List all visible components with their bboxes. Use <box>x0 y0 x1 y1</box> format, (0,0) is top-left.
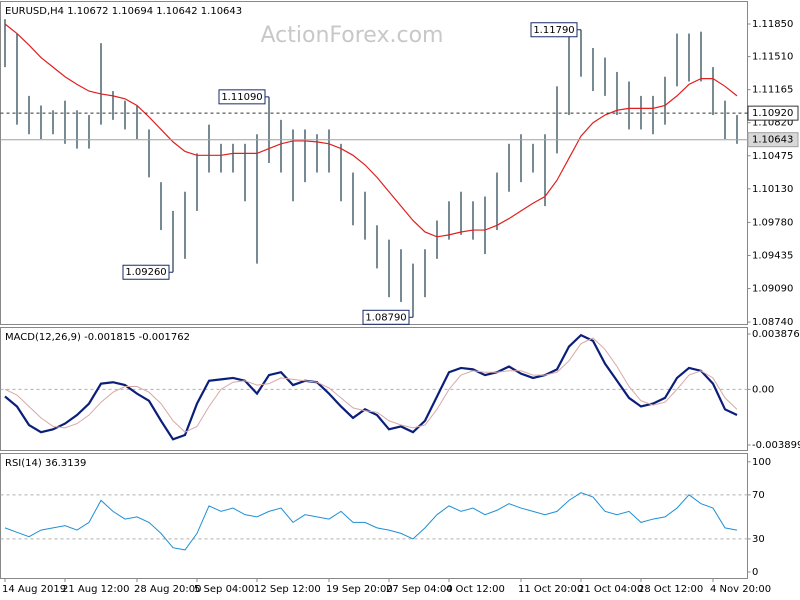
y-tick-label: -0.003899 <box>752 440 800 451</box>
price-label: 1.10920 <box>752 108 793 119</box>
x-tick-label: 5 Sep 04:00 <box>194 584 254 595</box>
y-tick-label: 1.11510 <box>752 52 793 63</box>
y-tick-label: 30 <box>752 534 765 545</box>
x-tick-label: 28 Oct 12:00 <box>638 584 703 595</box>
panel-title: MACD(12,26,9) -0.001815 -0.001762 <box>5 332 190 343</box>
watermark: ActionForex.com <box>261 23 444 48</box>
y-tick-label: 1.11165 <box>752 85 793 96</box>
x-tick-label: 11 Oct 20:00 <box>518 584 583 595</box>
moving-average <box>4 23 738 238</box>
y-tick-label: 1.09090 <box>752 284 793 295</box>
x-tick-label: 21 Oct 04:00 <box>578 584 643 595</box>
annotation-label: 1.08790 <box>365 312 406 323</box>
y-tick-label: 1.10475 <box>752 151 793 162</box>
y-tick-label: 1.10820 <box>752 118 793 129</box>
annotation-label: 1.09260 <box>125 267 166 278</box>
price-label-box <box>747 132 799 148</box>
y-tick-label: 1.11850 <box>752 19 793 30</box>
panel-title: EURUSD,H4 1.10672 1.10694 1.10642 1.1064… <box>5 6 242 17</box>
y-tick-label: 70 <box>752 490 765 501</box>
y-tick-label: 1.10130 <box>752 184 793 195</box>
x-tick-label: 4 Oct 12:00 <box>446 584 505 595</box>
x-tick-label: 21 Aug 12:00 <box>62 584 129 595</box>
x-tick-label: 14 Aug 2019 <box>2 584 66 595</box>
annotation-label: 1.11090 <box>221 92 262 103</box>
y-tick-label: 100 <box>752 457 771 468</box>
x-tick-label: 19 Sep 20:00 <box>326 584 393 595</box>
annotation-box <box>122 264 170 280</box>
x-tick-label: 27 Sep 04:00 <box>386 584 453 595</box>
price-label-box <box>747 105 799 121</box>
indicator-line <box>4 337 738 433</box>
x-tick-label: 12 Sep 12:00 <box>254 584 321 595</box>
y-tick-label: 0 <box>752 567 758 578</box>
indicator-line <box>4 492 738 551</box>
annotation-box <box>218 89 266 105</box>
annotation-box <box>530 22 578 38</box>
annotation-label: 1.11790 <box>533 25 574 36</box>
panel-frame <box>0 453 748 579</box>
x-tick-label: 4 Nov 20:00 <box>710 584 771 595</box>
annotation-box <box>362 309 410 325</box>
panel-title: RSI(14) 36.3139 <box>5 458 86 469</box>
y-tick-label: 1.09780 <box>752 217 793 228</box>
y-tick-label: 0.003876 <box>752 329 800 340</box>
y-tick-label: 1.09435 <box>752 250 793 261</box>
price-label: 1.10643 <box>752 135 793 146</box>
y-tick-label: 1.08740 <box>752 317 793 328</box>
y-tick-label: 0.00 <box>752 384 774 395</box>
x-tick-label: 28 Aug 20:00 <box>134 584 201 595</box>
